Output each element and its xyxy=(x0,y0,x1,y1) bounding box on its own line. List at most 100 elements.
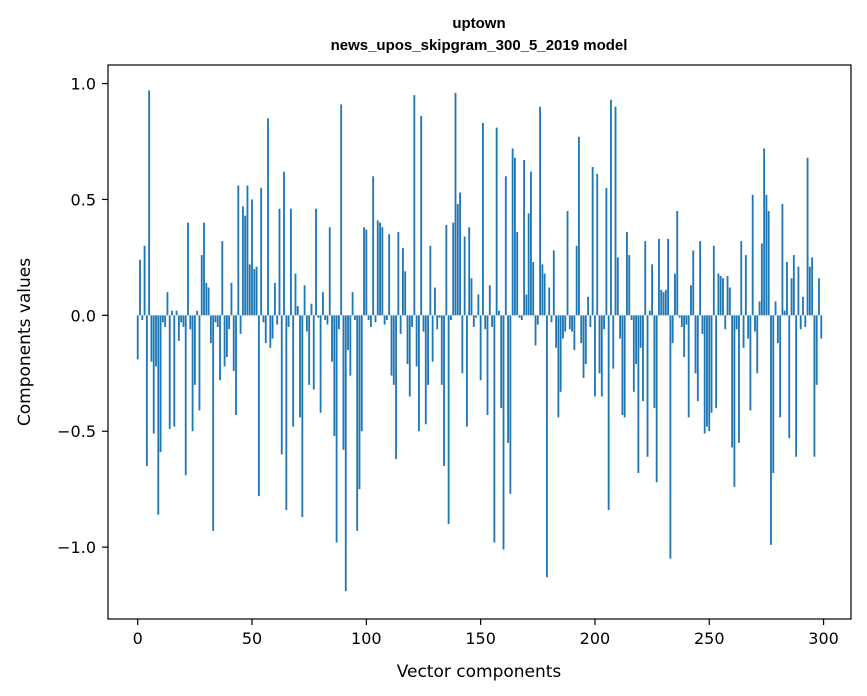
bar-209 xyxy=(614,106,617,316)
bar-23 xyxy=(189,315,192,330)
bar-38 xyxy=(223,315,226,367)
bar-42 xyxy=(232,315,235,371)
bar-54 xyxy=(260,187,263,316)
bar-34 xyxy=(214,315,217,323)
y-axis-label: Components values xyxy=(15,258,35,426)
bar-26 xyxy=(196,310,199,316)
bar-248 xyxy=(703,315,706,434)
bar-63 xyxy=(280,315,283,455)
y-tick-label: −0.5 xyxy=(57,422,96,441)
bar-133 xyxy=(440,315,443,385)
bar-29 xyxy=(203,222,205,316)
bar-161 xyxy=(504,176,507,316)
bar-261 xyxy=(733,315,736,487)
bar-80 xyxy=(319,315,322,413)
bar-11 xyxy=(161,315,164,323)
bar-293 xyxy=(806,157,809,316)
bar-180 xyxy=(548,287,551,316)
x-tick-label: 50 xyxy=(242,629,262,648)
bar-79 xyxy=(317,315,320,318)
bar-131 xyxy=(436,315,439,330)
bar-97 xyxy=(358,315,361,490)
bar-100 xyxy=(365,229,368,316)
bar-271 xyxy=(756,315,759,374)
bar-45 xyxy=(239,315,242,334)
bar-0 xyxy=(136,315,139,360)
bar-203 xyxy=(600,315,603,397)
bar-299 xyxy=(820,315,823,339)
bar-254 xyxy=(717,273,720,316)
bar-89 xyxy=(340,104,343,316)
bar-19 xyxy=(180,315,183,323)
bar-160 xyxy=(502,315,505,550)
bar-212 xyxy=(621,315,624,416)
bar-193 xyxy=(578,136,580,316)
bar-7 xyxy=(152,315,155,434)
bar-250 xyxy=(708,315,711,432)
bar-57 xyxy=(267,118,269,316)
bar-231 xyxy=(664,289,667,316)
x-tick-label: 200 xyxy=(580,629,611,648)
bar-137 xyxy=(450,315,452,320)
bar-191 xyxy=(573,315,576,351)
bar-265 xyxy=(742,315,745,348)
bar-278 xyxy=(772,315,775,473)
bar-263 xyxy=(738,315,740,443)
bar-140 xyxy=(456,204,459,316)
x-axis-label: Vector components xyxy=(397,662,562,682)
bar-58 xyxy=(269,315,272,348)
bar-213 xyxy=(623,315,626,418)
bar-27 xyxy=(198,315,201,411)
bar-128 xyxy=(429,245,432,316)
bar-230 xyxy=(662,292,665,316)
bar-76 xyxy=(310,303,313,316)
bar-199 xyxy=(591,166,594,316)
bar-110 xyxy=(388,234,391,316)
bar-280 xyxy=(776,315,779,344)
bar-112 xyxy=(392,315,395,385)
bar-49 xyxy=(248,264,251,316)
bar-163 xyxy=(509,315,512,494)
bar-8 xyxy=(155,315,157,367)
bar-157 xyxy=(495,127,498,316)
bar-31 xyxy=(207,287,210,316)
bar-144 xyxy=(466,315,468,427)
bar-21 xyxy=(184,315,187,476)
bar-37 xyxy=(221,241,224,316)
bar-219 xyxy=(637,315,640,473)
bar-183 xyxy=(555,315,557,348)
bar-30 xyxy=(205,282,208,316)
bar-169 xyxy=(523,160,525,316)
bar-197 xyxy=(587,296,590,316)
bar-178 xyxy=(543,273,546,316)
bar-172 xyxy=(530,171,532,316)
bar-28 xyxy=(200,255,203,316)
bar-269 xyxy=(751,194,754,316)
bar-85 xyxy=(331,315,333,362)
bar-154 xyxy=(488,285,491,316)
bar-187 xyxy=(564,315,567,332)
bar-245 xyxy=(696,315,699,402)
bar-118 xyxy=(406,315,409,365)
bar-74 xyxy=(305,315,308,332)
bar-129 xyxy=(431,315,434,362)
bar-46 xyxy=(241,206,244,316)
bar-102 xyxy=(369,315,372,327)
bar-82 xyxy=(324,315,327,320)
bar-188 xyxy=(566,211,569,316)
bar-207 xyxy=(610,99,612,316)
bar-294 xyxy=(808,266,811,316)
bar-253 xyxy=(715,315,718,409)
bar-14 xyxy=(168,315,171,429)
bar-71 xyxy=(299,315,301,418)
bar-143 xyxy=(463,236,466,316)
bar-61 xyxy=(276,315,279,325)
bar-67 xyxy=(289,208,292,316)
bar-266 xyxy=(744,255,747,316)
bar-196 xyxy=(584,315,587,365)
bar-296 xyxy=(813,315,816,457)
bar-270 xyxy=(754,315,756,332)
bar-232 xyxy=(667,238,670,316)
chart-subtitle: news_upos_skipgram_300_5_2019 model xyxy=(331,37,628,54)
bar-174 xyxy=(534,315,537,346)
